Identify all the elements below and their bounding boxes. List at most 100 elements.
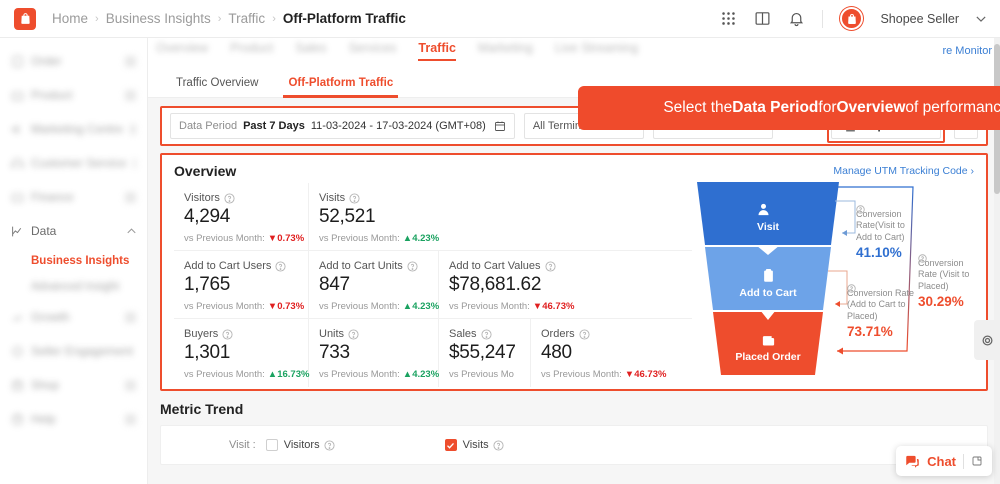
sidebar-item-finance[interactable]: Finance: [0, 180, 147, 214]
funnel-label-placed-order: Placed Order: [735, 351, 801, 363]
sidebar-item-label: Seller Engagement: [31, 344, 134, 358]
sidebar-item-help[interactable]: Help: [0, 402, 147, 436]
shopee-bag-icon[interactable]: [14, 7, 36, 30]
tab-overview[interactable]: Overview: [156, 41, 209, 55]
account-name[interactable]: Shopee Seller: [880, 11, 959, 26]
sidebar-subitem-label: Business Insights: [31, 255, 130, 267]
tab-traffic[interactable]: Traffic: [418, 41, 456, 61]
sidebar-item-marketing-centre[interactable]: Marketing Centre: [0, 112, 147, 146]
metric-value: 1,765: [184, 274, 231, 295]
metric-comparison: vs Previous Month: ▼0.73%: [184, 233, 304, 244]
sidebar-item-product[interactable]: Product: [0, 78, 147, 112]
metric-delta: ▼0.73%: [267, 301, 305, 312]
tab-services[interactable]: Services: [348, 41, 397, 55]
checkbox-visitors[interactable]: Visitors: [265, 439, 335, 451]
scrollbar-track[interactable]: [994, 38, 1000, 484]
chat-widget[interactable]: Chat: [896, 446, 992, 476]
topbar-actions: Shopee Seller: [720, 7, 986, 30]
conversion-visit-to-cart: Conversion Rate(Visit to Add to Cart) 41…: [856, 205, 922, 262]
help-circle-icon[interactable]: [407, 260, 418, 272]
grid-apps-icon[interactable]: [720, 10, 737, 27]
help-circle-icon[interactable]: [847, 284, 856, 293]
tab-live-streaming[interactable]: Live Streaming: [554, 41, 639, 55]
metric-label-text: Sales: [449, 328, 477, 340]
breadcrumb-item-home[interactable]: Home: [52, 11, 89, 26]
checkbox-box[interactable]: [444, 439, 457, 451]
funnel-connector-1: [835, 200, 856, 234]
tab-marketing[interactable]: Marketing: [477, 41, 533, 55]
metric-comparison: vs Previous Month: ▼46.73%: [449, 301, 624, 312]
metric-add-to-cart-users: Add to Cart Users 1,765 vs Previous Mont…: [174, 251, 309, 318]
sidebar-item-order[interactable]: Order: [0, 44, 147, 78]
conversion-value: 30.29%: [918, 293, 964, 309]
help-circle-icon[interactable]: [324, 439, 335, 451]
metric-comparison-label: vs Previous Month:: [319, 233, 400, 244]
calendar-icon[interactable]: [494, 120, 506, 132]
checkbox-visits[interactable]: Visits: [444, 439, 504, 451]
help-circle-icon[interactable]: [493, 439, 504, 451]
monitor-link[interactable]: re Monitor: [942, 45, 992, 57]
help-circle-icon[interactable]: [480, 328, 492, 340]
metric-comparison-label: vs Previous Month:: [184, 301, 265, 312]
metric-label-text: Units: [319, 328, 345, 340]
metric-label-text: Visits: [319, 192, 346, 204]
manage-utm-tracking-code-link[interactable]: Manage UTM Tracking Code ›: [833, 165, 974, 177]
subtab-off-platform-traffic[interactable]: Off-Platform Traffic: [283, 68, 399, 98]
metric-comparison: vs Previous Month: ▼46.73%: [541, 369, 666, 380]
circle-widget-icon[interactable]: [974, 320, 1000, 360]
help-circle-icon[interactable]: [349, 192, 360, 204]
chevron-up-icon[interactable]: [127, 228, 136, 234]
overview-card: Overview Manage UTM Tracking Code › Visi…: [160, 153, 988, 391]
metric-label: Add to Cart Units: [319, 260, 428, 272]
sidebar-subitem-advanced-insight[interactable]: Advanced Insight: [0, 274, 147, 300]
subtab-traffic-overview[interactable]: Traffic Overview: [176, 76, 259, 89]
tab-product[interactable]: Product: [230, 41, 274, 55]
help-circle-icon[interactable]: [544, 260, 556, 272]
metric-label-text: Buyers: [184, 328, 219, 340]
book-icon[interactable]: [754, 10, 771, 27]
metric-sales: Sales $55,247 vs Previous Mo: [439, 319, 531, 387]
help-circle-icon[interactable]: [579, 328, 590, 340]
sidebar-badge: [125, 191, 136, 203]
checkbox-box[interactable]: [265, 439, 278, 451]
sidebar-item-customer-service[interactable]: Customer Service: [0, 146, 147, 180]
data-period-picker[interactable]: Data Period Past 7 Days 11-03-2024 - 17-…: [170, 113, 515, 139]
avatar[interactable]: [840, 7, 864, 30]
breadcrumb-item-traffic[interactable]: Traffic: [228, 11, 266, 26]
overview-wrapper: Overview Manage UTM Tracking Code › Visi…: [148, 146, 1000, 391]
help-circle-icon[interactable]: [275, 260, 286, 272]
top-bar: Home › Business Insights › Traffic › Off…: [0, 0, 1000, 38]
help-circle-icon[interactable]: [918, 254, 927, 263]
metric-value: 52,521: [319, 206, 376, 227]
banner-text-1: Select the: [663, 99, 733, 116]
main-content: Overview Product Sales Services Traffic …: [148, 38, 1000, 484]
tutorial-banner: Select the Data Period for Overview of p…: [578, 86, 1000, 130]
megaphone-icon: [12, 124, 19, 134]
tab-sales[interactable]: Sales: [295, 41, 327, 55]
sidebar-badge: [125, 379, 136, 391]
help-circle-icon[interactable]: [222, 328, 233, 340]
conversion-label: Conversion Rate(Visit to Add to Cart): [856, 209, 905, 242]
help-circle-icon[interactable]: [224, 192, 235, 204]
funnel-connector-2: [828, 270, 848, 305]
sidebar-item-data[interactable]: Data: [0, 214, 147, 248]
metric-value: 480: [541, 342, 572, 363]
divider: [963, 453, 964, 469]
sidebar-item-label: Product: [31, 88, 73, 102]
bell-icon[interactable]: [788, 10, 805, 27]
chevron-down-icon[interactable]: [976, 16, 986, 22]
help-circle-icon[interactable]: [348, 328, 359, 340]
banner-text-3: of performance: [905, 99, 1000, 116]
metric-label: Buyers: [184, 328, 298, 340]
sidebar-badge: [125, 89, 136, 101]
sidebar-subitem-business-insights[interactable]: Business Insights: [0, 248, 147, 274]
sidebar-item-shop[interactable]: Shop: [0, 368, 147, 402]
breadcrumb-item-business-insights[interactable]: Business Insights: [105, 11, 211, 26]
help-circle-icon[interactable]: [856, 205, 865, 214]
metric-value: 1,301: [184, 342, 231, 363]
sidebar-item-growth[interactable]: Growth: [0, 300, 147, 334]
metric-buyers: Buyers 1,301 vs Previous Month: ▲16.73%: [174, 319, 309, 387]
checkbox-label-text: Visits: [462, 439, 489, 451]
sidebar-item-seller-engagement[interactable]: Seller Engagement: [0, 334, 147, 368]
expand-icon[interactable]: [971, 455, 983, 467]
